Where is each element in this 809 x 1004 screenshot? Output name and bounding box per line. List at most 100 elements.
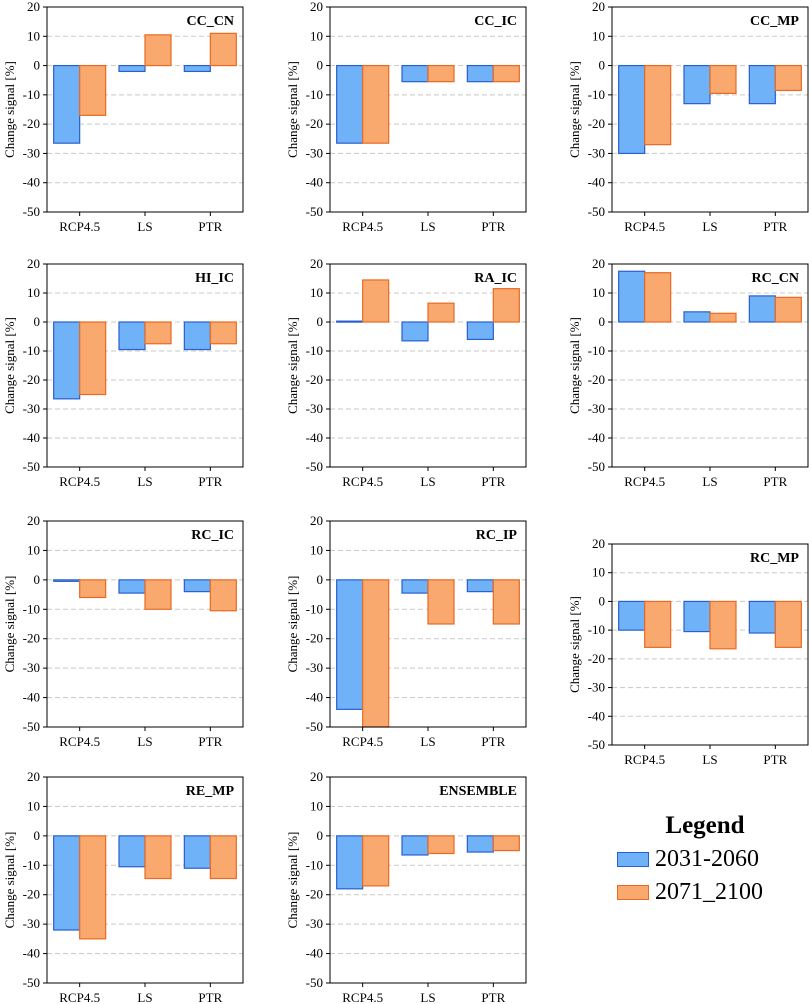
panel-title: CC_IC [474,14,517,29]
x-tick-label: RCP4.5 [624,474,665,489]
panel-title: CC_CN [187,14,234,29]
bar-2031-2060-PTR [748,64,776,105]
panel-title: HI_IC [195,271,234,286]
bar-2071_2100-LS [427,302,455,323]
bar-2031-2060-RCP4.5 [53,321,81,400]
y-tick-label: 20 [310,0,323,14]
y-tick-label: 0 [34,572,41,587]
y-tick-label: 10 [27,798,40,813]
x-tick-label: PTR [198,474,222,489]
y-tick-label: -40 [306,690,323,705]
y-tick-label: -40 [588,430,605,445]
y-axis-title: Change signal [%] [567,317,582,414]
y-tick-label: 0 [317,314,324,329]
x-tick-label: PTR [481,734,505,749]
y-tick-label: -50 [23,975,40,990]
bar-2071_2100-RCP4.5 [362,279,390,323]
y-tick-label: 0 [599,314,606,329]
y-axis-title: Change signal [%] [285,576,300,673]
x-tick-label: RCP4.5 [342,990,383,1004]
y-tick-label: -10 [588,622,605,637]
x-tick-label: LS [702,219,717,234]
y-tick-label: -30 [306,145,323,160]
y-tick-label: 20 [310,769,323,784]
bar-2071_2100-RCP4.5 [79,835,107,940]
y-tick-label: -40 [306,430,323,445]
bar-2071_2100-PTR [209,32,237,67]
x-tick-label: LS [137,734,152,749]
legend-swatch-2031-2060 [617,852,649,867]
y-tick-label: 20 [27,513,40,528]
bar-2031-2060-PTR [466,321,494,340]
x-tick-label: PTR [763,474,787,489]
y-axis-title: Change signal [%] [567,596,582,693]
x-tick-label: PTR [763,219,787,234]
y-tick-label: -30 [23,401,40,416]
bar-2071_2100-PTR [209,835,237,880]
bar-2031-2060-LS [401,64,429,83]
panel-title: RC_IP [476,528,518,543]
y-tick-label: 10 [310,28,323,43]
plot-frame [46,520,244,728]
y-tick-label: 20 [27,0,40,14]
panel-cc-ic: 20 10 0 -10 -20 -30 -40 -50 RCP4.5 LS PTR CC_IC Chan… [285,0,527,234]
y-tick-label: 0 [599,593,606,608]
y-tick-label: -30 [588,145,605,160]
bar-2031-2060-PTR [183,64,211,73]
y-tick-label: 0 [34,828,41,843]
y-tick-label: 20 [27,256,40,271]
y-axis-title: Change signal [%] [285,317,300,414]
bar-2031-2060-PTR [183,835,211,869]
bar-2071_2100-LS [427,64,455,83]
y-tick-label: -10 [306,601,323,616]
bar-2071_2100-RCP4.5 [79,579,107,599]
bar-2071_2100-PTR [209,579,237,612]
bar-2071_2100-PTR [209,321,237,345]
x-tick-label: RCP4.5 [59,990,100,1004]
y-tick-label: -40 [23,690,40,705]
legend-item-2031-2060: 2031-2060 [617,846,787,873]
y-tick-label: -50 [306,459,323,474]
y-tick-label: 0 [34,314,41,329]
y-tick-label: 20 [592,536,605,551]
y-tick-label: -20 [23,116,40,131]
y-tick-label: -30 [23,660,40,675]
legend-swatch-2071-2100 [617,885,649,900]
bar-2031-2060-PTR [183,321,211,351]
y-tick-label: -20 [306,887,323,902]
y-tick-label: -20 [306,116,323,131]
panel-title: RA_IC [474,271,517,286]
legend-label: 2071_2100 [655,879,763,905]
x-tick-label: LS [420,990,435,1004]
y-tick-label: 0 [317,828,324,843]
bar-2031-2060-LS [401,321,429,342]
bar-2071_2100-LS [144,579,172,610]
bar-2071_2100-RCP4.5 [644,64,672,146]
y-tick-label: -20 [588,651,605,666]
y-tick-label: 20 [592,256,605,271]
x-tick-label: RCP4.5 [342,474,383,489]
bar-2031-2060-PTR [748,295,776,323]
y-tick-label: -30 [588,401,605,416]
y-tick-label: -50 [588,737,605,752]
bar-2031-2060-PTR [466,579,494,593]
bar-2031-2060-LS [118,579,146,594]
y-axis-title: Change signal [%] [285,832,300,929]
y-tick-label: 10 [27,542,40,557]
y-tick-label: -10 [23,601,40,616]
bar-2031-2060-RCP4.5 [336,579,364,710]
y-tick-label: 10 [592,565,605,580]
y-tick-label: 20 [310,256,323,271]
x-tick-label: LS [702,474,717,489]
y-tick-label: -20 [23,887,40,902]
panel-title: RC_MP [750,551,799,566]
y-tick-label: 20 [310,513,323,528]
y-tick-label: -30 [306,660,323,675]
x-tick-label: RCP4.5 [59,219,100,234]
bar-2031-2060-RCP4.5 [618,64,646,155]
bar-2071_2100-LS [709,312,737,323]
bar-2031-2060-PTR [466,64,494,83]
bar-2031-2060-LS [118,321,146,351]
y-tick-label: 10 [310,285,323,300]
